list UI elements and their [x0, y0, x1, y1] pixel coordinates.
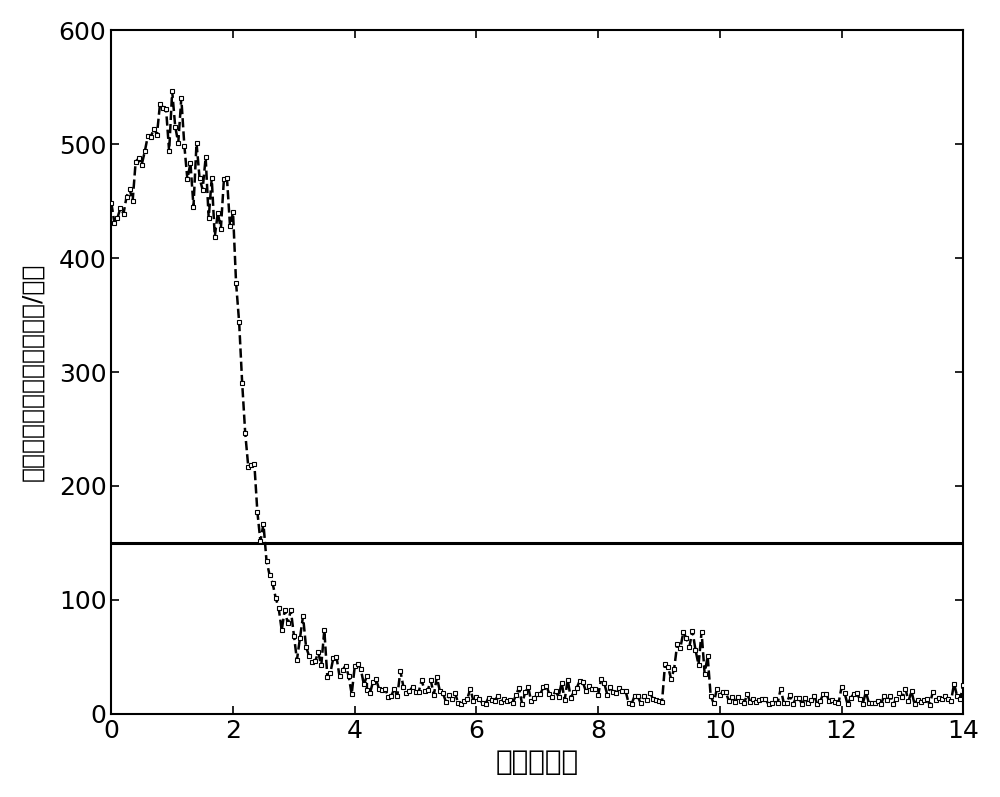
Y-axis label: 污泥体积指数预测值（毫升/克）: 污泥体积指数预测值（毫升/克） — [21, 263, 45, 481]
X-axis label: 时间（天）: 时间（天） — [496, 748, 579, 776]
